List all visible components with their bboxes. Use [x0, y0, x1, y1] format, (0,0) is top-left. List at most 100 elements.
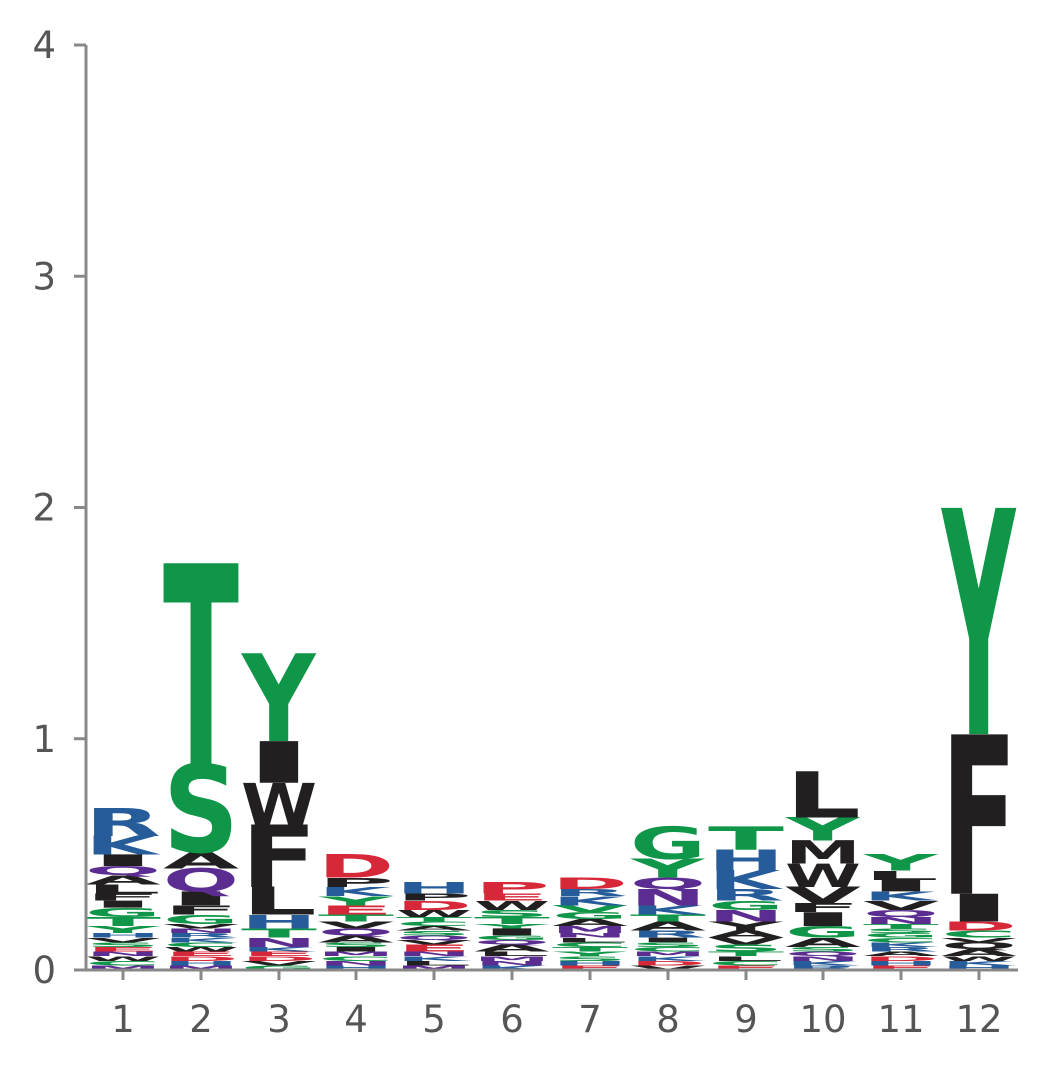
y-tick-label: 4	[32, 24, 56, 67]
logo-letter-H: H	[318, 964, 394, 971]
x-tick-label: 1	[111, 998, 135, 1041]
logo-letter-S: S	[863, 927, 939, 934]
logo-letter-Y: Y	[318, 894, 394, 909]
logo-letter-G: G	[863, 932, 939, 939]
logo-letter-H: H	[396, 879, 472, 897]
logo-letter-N: N	[85, 950, 161, 957]
logo-letter-I: I	[85, 851, 161, 869]
logo-letter-D: D	[941, 919, 1017, 934]
logo-letter-E: E	[552, 964, 628, 971]
logo-letter-A: A	[785, 935, 861, 950]
logo-letter-A: A	[863, 950, 939, 957]
logo-letter-L: L	[474, 950, 550, 957]
logo-letter-Q: Q	[630, 875, 706, 894]
logo-letter-I: I	[474, 927, 550, 938]
logo-letter-Y: Y	[85, 924, 161, 935]
logo-letter-K: K	[552, 894, 628, 909]
logo-letter-K: K	[863, 941, 939, 948]
logo-letter-H: H	[708, 844, 784, 877]
x-tick-label: 10	[799, 998, 846, 1041]
logo-letter-G: G	[241, 964, 317, 971]
logo-letter-P: P	[474, 879, 550, 897]
logo-letter-S: S	[396, 929, 472, 936]
logo-letter-L: L	[396, 960, 472, 967]
logo-letter-L: L	[863, 868, 939, 883]
logo-letter-N: N	[241, 935, 317, 950]
logo-letter-I: I	[863, 877, 939, 895]
logo-letter-K: K	[863, 889, 939, 904]
logo-letter-D: D	[863, 955, 939, 962]
logo-letter-W: W	[163, 946, 239, 953]
x-tick-label: 12	[955, 998, 1002, 1041]
logo-letter-D: D	[241, 955, 317, 962]
logo-letter-M: M	[474, 955, 550, 962]
logo-letter-Q: Q	[318, 926, 394, 937]
logo-letter-E: E	[241, 950, 317, 957]
logo-letter-E: E	[318, 903, 394, 918]
logo-letter-S: S	[630, 941, 706, 948]
logo-letter-S: S	[474, 908, 550, 919]
logo-letter-A: A	[941, 947, 1017, 958]
logo-letter-Y: Y	[863, 850, 939, 876]
logo-letter-H: H	[552, 960, 628, 967]
logo-letter-V: V	[785, 882, 861, 908]
logo-letter-K: K	[708, 866, 784, 896]
x-tick-label: 2	[189, 998, 213, 1041]
x-tick-label: 8	[656, 998, 680, 1041]
logo-letter-R: R	[630, 929, 706, 940]
logo-letter-P: P	[318, 875, 394, 890]
logo-letter-C: C	[318, 955, 394, 962]
logo-letter-H: H	[163, 960, 239, 967]
x-tick-label: 9	[734, 998, 758, 1041]
logo-letter-Y: Y	[941, 448, 1017, 808]
logo-letter-H: H	[863, 960, 939, 967]
logo-letter-L: L	[708, 955, 784, 962]
logo-letter-Y: Y	[630, 854, 707, 884]
logo-letter-K: K	[163, 936, 239, 943]
logo-letter-stacks: MCWNESVHYTGIFLAQIKRMHDEWCKRNVGFIQASTGVDE…	[85, 448, 1018, 972]
logo-letter-D: D	[318, 848, 394, 885]
logo-letter-P: P	[396, 892, 472, 903]
logo-letter-C: C	[630, 946, 706, 953]
logo-letter-V: V	[163, 923, 239, 930]
logo-letter-M: M	[785, 834, 861, 871]
logo-letter-M: M	[630, 950, 706, 957]
logo-letter-V: V	[552, 903, 628, 914]
logo-letter-Q: Q	[85, 864, 161, 879]
logo-letter-L: L	[785, 758, 861, 832]
y-tick-label: 1	[32, 718, 56, 761]
logo-letter-T: T	[241, 926, 317, 941]
logo-letter-K: K	[318, 884, 394, 899]
logo-letter-D: D	[396, 898, 472, 913]
logo-letter-I: I	[85, 899, 161, 910]
logo-letter-N: N	[474, 960, 550, 967]
logo-letter-D: D	[552, 875, 628, 893]
x-tick-label: 4	[344, 998, 368, 1041]
logo-letter-N: N	[863, 915, 939, 926]
logo-letter-Y: Y	[240, 631, 317, 771]
logo-letter-K: K	[85, 831, 161, 861]
logo-letter-V: V	[630, 964, 706, 971]
y-tick-label: 2	[32, 487, 56, 530]
logo-letter-T: T	[708, 821, 784, 858]
logo-letter-V: V	[241, 960, 317, 967]
logo-letter-C: C	[163, 941, 239, 948]
logo-letter-A: A	[630, 919, 706, 934]
logo-letter-N: N	[552, 932, 628, 939]
logo-letter-E: E	[708, 964, 784, 971]
logo-letter-K: K	[941, 959, 1017, 966]
logo-letter-A: A	[708, 929, 784, 940]
logo-letter-Q: Q	[863, 908, 939, 919]
logo-letter-K: K	[630, 903, 706, 918]
logo-letter-M: M	[163, 964, 239, 971]
logo-letter-F: F	[85, 892, 161, 903]
logo-letter-N: N	[708, 907, 784, 925]
logo-letter-Y: Y	[474, 922, 550, 929]
